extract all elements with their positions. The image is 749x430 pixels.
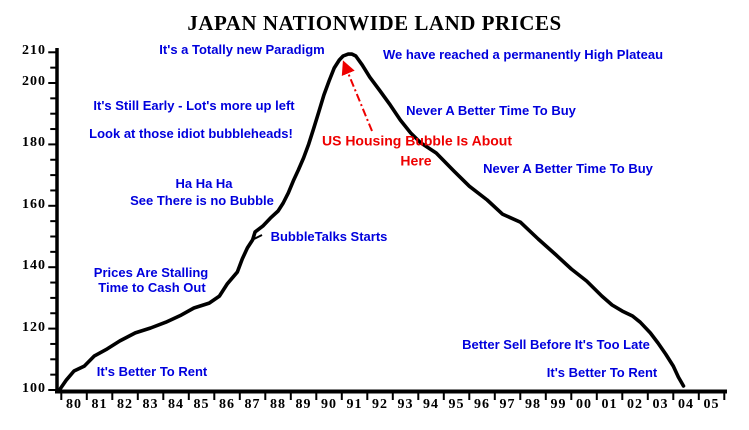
bubble-peak-arrow-icon bbox=[341, 60, 373, 132]
y-axis-label: 140 bbox=[22, 258, 46, 274]
bubbletalks-leader-tick bbox=[253, 234, 263, 240]
x-axis-label: 92 bbox=[372, 397, 388, 412]
chart-annotation: We have reached a permanently High Plate… bbox=[382, 46, 664, 62]
chart-annotation: US Housing Bubble Is About bbox=[321, 132, 513, 149]
x-axis-label: 03 bbox=[652, 397, 669, 412]
chart-annotation: BubbleTalks Starts bbox=[270, 228, 388, 244]
chart-annotation: It's a Totally new Paradigm bbox=[159, 41, 325, 57]
y-axis-label: 120 bbox=[22, 319, 46, 335]
x-axis-label: 94 bbox=[423, 397, 439, 412]
x-axis-label: 97 bbox=[499, 397, 516, 412]
x-axis-label: 04 bbox=[678, 397, 694, 412]
x-axis-label: 89 bbox=[295, 397, 312, 412]
axes bbox=[48, 48, 727, 400]
x-axis-label: 96 bbox=[474, 397, 490, 412]
chart-title: JAPAN NATIONWIDE LAND PRICES bbox=[187, 11, 562, 35]
chart-annotation: It's Better To Rent bbox=[546, 364, 658, 380]
y-axis-label: 210 bbox=[22, 43, 46, 59]
x-axis-label: 99 bbox=[550, 397, 567, 412]
x-axis-label: 95 bbox=[448, 397, 465, 412]
x-axis-label: 05 bbox=[703, 397, 720, 412]
x-axis-label: 93 bbox=[397, 397, 414, 412]
x-axis-label: 90 bbox=[321, 397, 337, 412]
x-axis-label: 88 bbox=[270, 397, 286, 412]
x-axis-label: 00 bbox=[576, 397, 592, 412]
x-axis-label: 84 bbox=[168, 397, 184, 412]
chart-annotation: Never A Better Time To Buy bbox=[406, 102, 576, 118]
y-axis-label: 200 bbox=[22, 74, 46, 89]
y-axis-label: 160 bbox=[22, 196, 46, 212]
x-axis-label: 82 bbox=[117, 397, 133, 412]
x-axis-label: 83 bbox=[142, 397, 159, 412]
chart-annotation: Never A Better Time To Buy bbox=[483, 160, 653, 176]
chart-annotation: It's Better To Rent bbox=[96, 363, 208, 379]
land-price-line bbox=[56, 52, 686, 393]
x-axis-label: 01 bbox=[601, 397, 618, 412]
chart-annotation: See There is no Bubble bbox=[130, 192, 274, 208]
chart-annotation: Ha Ha Ha bbox=[175, 175, 233, 191]
y-axis-label: 100 bbox=[22, 381, 46, 396]
chart-annotation: Here bbox=[400, 152, 432, 169]
x-axis-label: 02 bbox=[627, 397, 643, 412]
chart-annotation: Time to Cash Out bbox=[98, 279, 206, 295]
x-axis-label: 86 bbox=[219, 397, 235, 412]
x-axis-label: 98 bbox=[525, 397, 541, 412]
x-axis-label: 80 bbox=[66, 397, 82, 412]
x-axis-label: 87 bbox=[244, 397, 261, 412]
chart-annotation: It's Still Early - Lot's more up left bbox=[93, 97, 295, 113]
chart-annotation: Prices Are Stalling bbox=[93, 264, 209, 280]
chart-annotation: Better Sell Before It's Too Late bbox=[462, 336, 650, 352]
x-axis-label: 91 bbox=[346, 397, 363, 412]
x-axis-label: 85 bbox=[193, 397, 210, 412]
y-axis-label: 180 bbox=[22, 135, 46, 151]
x-axis-label: 81 bbox=[91, 397, 108, 412]
chart-annotation: Look at those idiot bubbleheads! bbox=[89, 125, 293, 141]
